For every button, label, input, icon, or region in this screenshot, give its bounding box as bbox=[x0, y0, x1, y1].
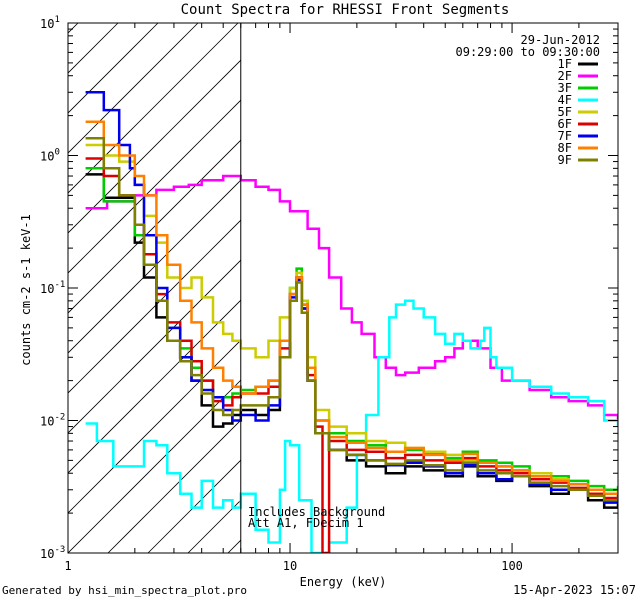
hatch-line bbox=[68, 23, 239, 194]
series-9F bbox=[85, 136, 618, 502]
legend-label-5F: 5F bbox=[558, 105, 572, 119]
legend-label-7F: 7F bbox=[558, 129, 572, 143]
x-tick-label-1: 1 bbox=[64, 559, 71, 573]
series-7F bbox=[85, 91, 618, 504]
y-axis-label: counts cm-2 s-1 keV-1 bbox=[19, 214, 33, 366]
time-range-label: 09:29:00 to 09:30:00 bbox=[456, 45, 601, 59]
series-2F bbox=[85, 174, 618, 421]
series-1F bbox=[85, 173, 618, 509]
hatch-line bbox=[68, 219, 241, 394]
legend-label-4F: 4F bbox=[558, 93, 572, 107]
hatch-line bbox=[147, 459, 241, 553]
hatched-region bbox=[68, 23, 640, 553]
hatch-line bbox=[68, 259, 241, 434]
chart-title: Count Spectra for RHESSI Front Segments bbox=[181, 2, 510, 18]
axis-ticks bbox=[67, 23, 619, 554]
annotation-background: Includes Background bbox=[248, 505, 385, 519]
x-tick-label-100: 100 bbox=[501, 559, 523, 573]
legend-label-1F: 1F bbox=[558, 57, 572, 71]
legend-label-9F: 9F bbox=[558, 153, 572, 167]
y-tick-label-1e-3: 10-3 bbox=[40, 545, 65, 561]
hatch-line bbox=[68, 299, 241, 474]
y-tick-label-1e-1: 10-1 bbox=[40, 280, 65, 296]
x-axis-label: Energy (keV) bbox=[300, 575, 387, 589]
hatch-line bbox=[68, 179, 241, 354]
y-tick-label-1e0: 100 bbox=[40, 148, 60, 164]
annotation-attenuator: Att A1, FDecim 1 bbox=[248, 516, 364, 530]
hatch-line bbox=[68, 23, 159, 114]
hatch-line bbox=[68, 59, 241, 234]
hatch-line bbox=[68, 139, 241, 314]
footer-generated-by: Generated by hsi_min_spectra_plot.pro bbox=[2, 584, 247, 597]
hatch-line bbox=[68, 23, 79, 34]
hatch-line bbox=[187, 499, 241, 553]
y-tick-label-1e-2: 10-2 bbox=[40, 413, 65, 429]
hatch-line bbox=[107, 419, 241, 553]
date-label: 29-Jun-2012 bbox=[521, 33, 600, 47]
legend-label-6F: 6F bbox=[558, 117, 572, 131]
footer-timestamp: 15-Apr-2023 15:07 bbox=[513, 583, 636, 597]
legend-label-3F: 3F bbox=[558, 81, 572, 95]
legend-label-8F: 8F bbox=[558, 141, 572, 155]
series-6F bbox=[85, 157, 618, 553]
hatch-line bbox=[68, 339, 241, 514]
series-group bbox=[85, 91, 618, 553]
hatch-line bbox=[68, 99, 241, 274]
legend-label-2F: 2F bbox=[558, 69, 572, 83]
hatch-line bbox=[628, 23, 640, 553]
x-tick-label-10: 10 bbox=[283, 559, 297, 573]
y-tick-label-1e1: 101 bbox=[40, 15, 60, 31]
hatch-line bbox=[68, 379, 241, 553]
